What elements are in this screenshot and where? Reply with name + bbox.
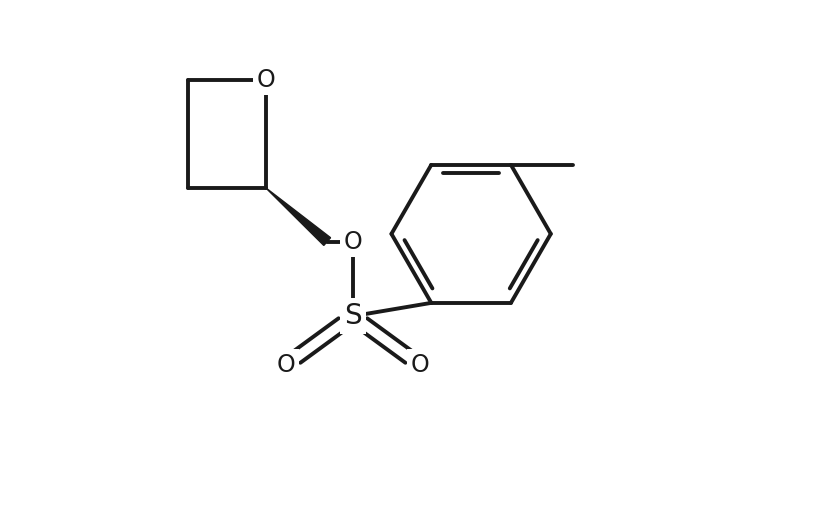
Text: O: O — [344, 230, 363, 253]
Text: O: O — [256, 68, 275, 91]
Polygon shape — [265, 188, 330, 246]
Text: O: O — [277, 353, 296, 377]
Text: S: S — [344, 302, 362, 330]
Text: O: O — [410, 353, 429, 377]
